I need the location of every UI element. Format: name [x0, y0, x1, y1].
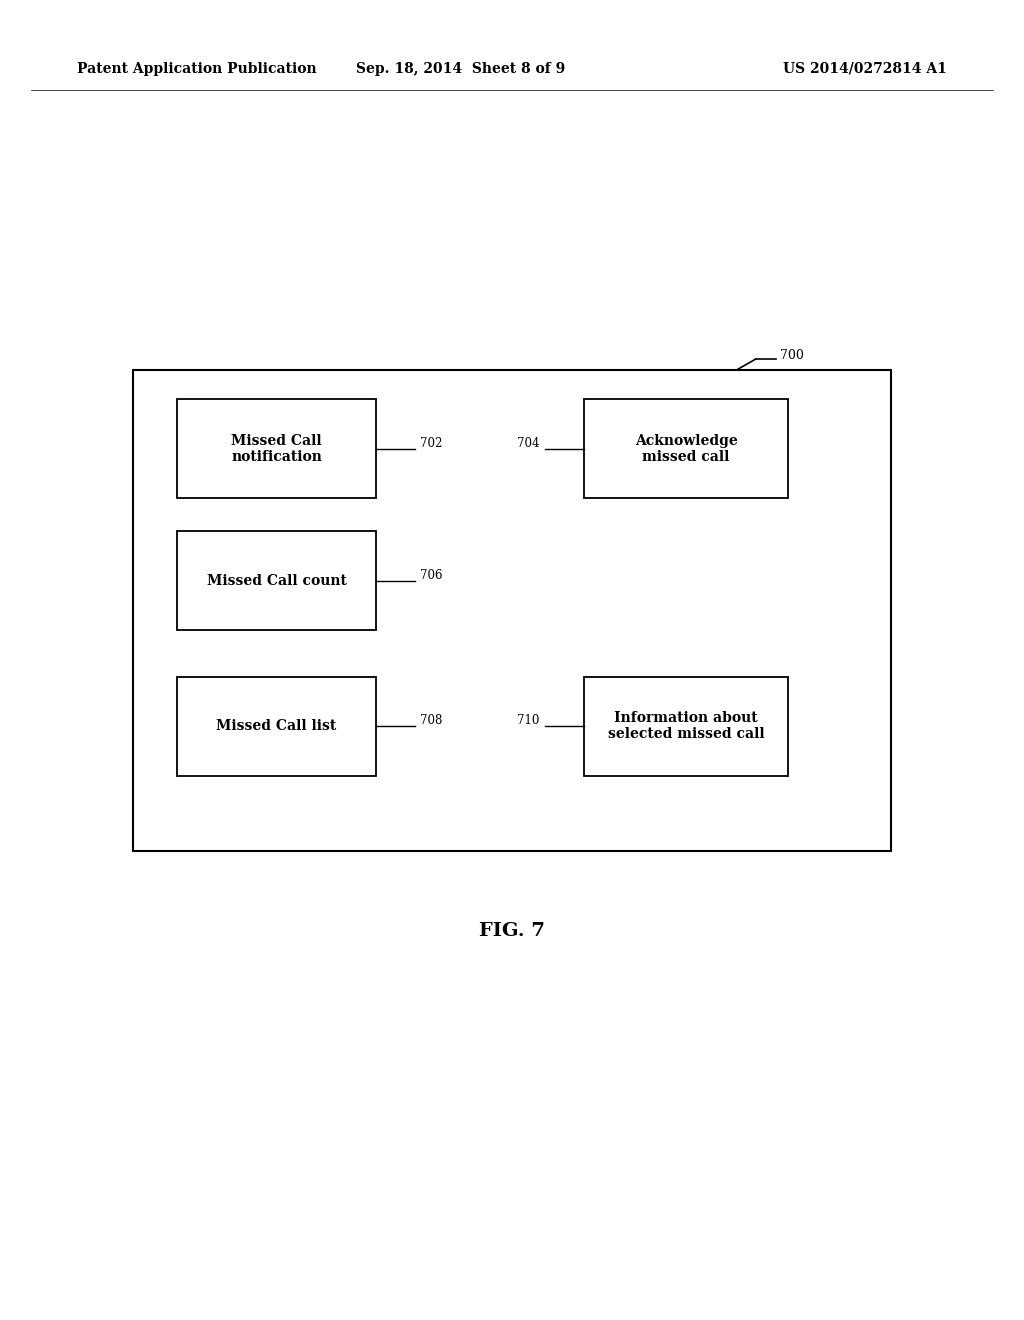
Text: Sep. 18, 2014  Sheet 8 of 9: Sep. 18, 2014 Sheet 8 of 9	[356, 62, 565, 75]
Bar	[133, 370, 891, 851]
Text: 708: 708	[421, 714, 442, 727]
Bar	[584, 676, 788, 776]
Bar	[177, 531, 377, 630]
Text: 702: 702	[421, 437, 442, 450]
Text: Missed Call count: Missed Call count	[207, 574, 346, 587]
Bar	[584, 399, 788, 498]
Text: 710: 710	[517, 714, 540, 727]
Text: 700: 700	[780, 348, 804, 362]
Text: 704: 704	[517, 437, 540, 450]
Text: Information about
selected missed call: Information about selected missed call	[608, 711, 764, 741]
Text: Patent Application Publication: Patent Application Publication	[77, 62, 316, 75]
Text: Missed Call
notification: Missed Call notification	[231, 434, 322, 463]
Text: Missed Call list: Missed Call list	[216, 719, 337, 733]
Text: FIG. 7: FIG. 7	[479, 921, 545, 940]
Text: Acknowledge
missed call: Acknowledge missed call	[635, 434, 737, 463]
Text: US 2014/0272814 A1: US 2014/0272814 A1	[783, 62, 947, 75]
Bar	[177, 676, 377, 776]
Text: 706: 706	[421, 569, 442, 582]
Bar	[177, 399, 377, 498]
